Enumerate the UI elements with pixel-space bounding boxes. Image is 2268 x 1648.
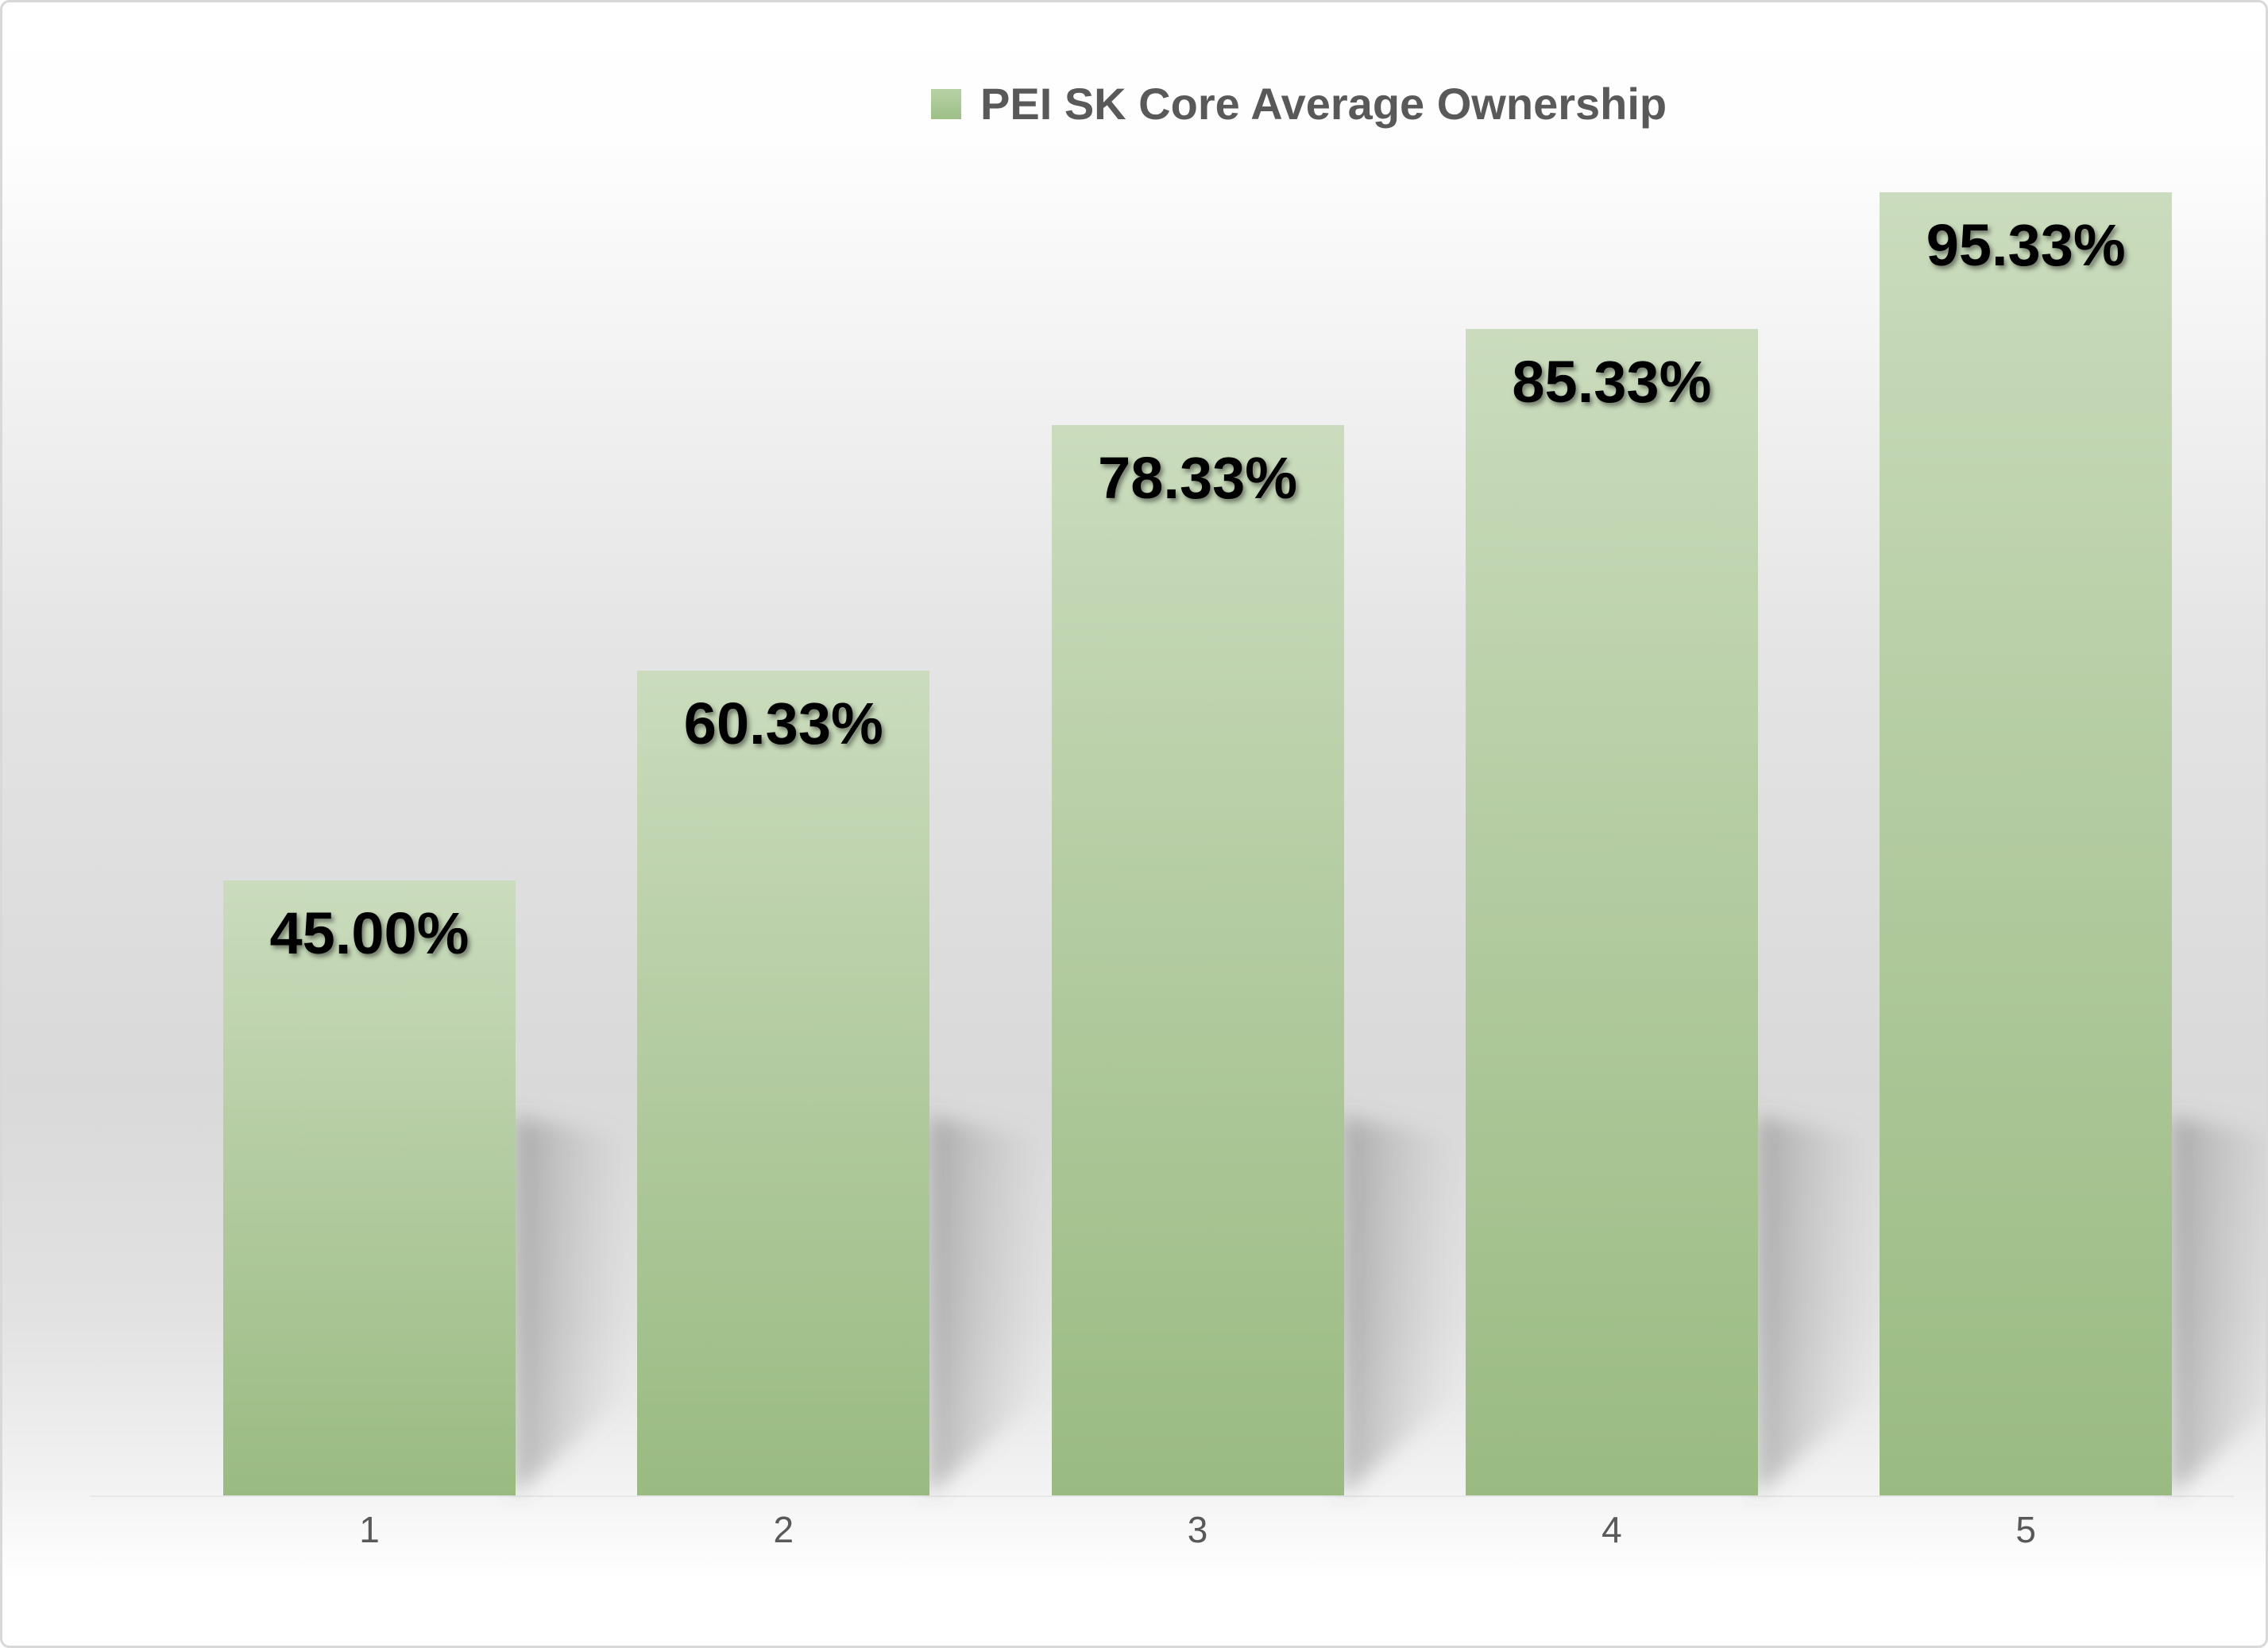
- bar-group: 60.33%: [637, 671, 930, 1495]
- x-axis-baseline: [90, 1495, 2234, 1497]
- x-axis-tick-label: 1: [359, 1509, 380, 1550]
- x-axis-tick-label: 5: [2015, 1509, 2036, 1550]
- bar-value-label: 95.33%: [1926, 212, 2126, 278]
- bar-group: 85.33%: [1465, 329, 1758, 1495]
- bar: [1051, 425, 1344, 1495]
- bar-group: 95.33%: [1880, 192, 2173, 1495]
- bar-group: 45.00%: [223, 880, 516, 1495]
- x-axis-tick-label: 2: [773, 1509, 794, 1550]
- legend: PEI SK Core Average Ownership: [931, 79, 1667, 129]
- bar-value-label: 78.33%: [1098, 445, 1298, 511]
- bar: [223, 880, 516, 1495]
- bar: [1465, 329, 1758, 1495]
- legend-marker-icon: [931, 88, 961, 119]
- x-axis-tick-label: 3: [1187, 1509, 1208, 1550]
- legend-series-label: PEI SK Core Average Ownership: [980, 79, 1667, 129]
- x-axis-tick-label: 4: [1602, 1509, 1622, 1550]
- bar: [1880, 192, 2173, 1495]
- bar-value-label: 45.00%: [269, 900, 469, 966]
- bar-value-label: 60.33%: [683, 691, 883, 756]
- bar-value-label: 85.33%: [1512, 349, 1712, 415]
- bar: [637, 671, 930, 1495]
- bar-group: 78.33%: [1051, 425, 1344, 1495]
